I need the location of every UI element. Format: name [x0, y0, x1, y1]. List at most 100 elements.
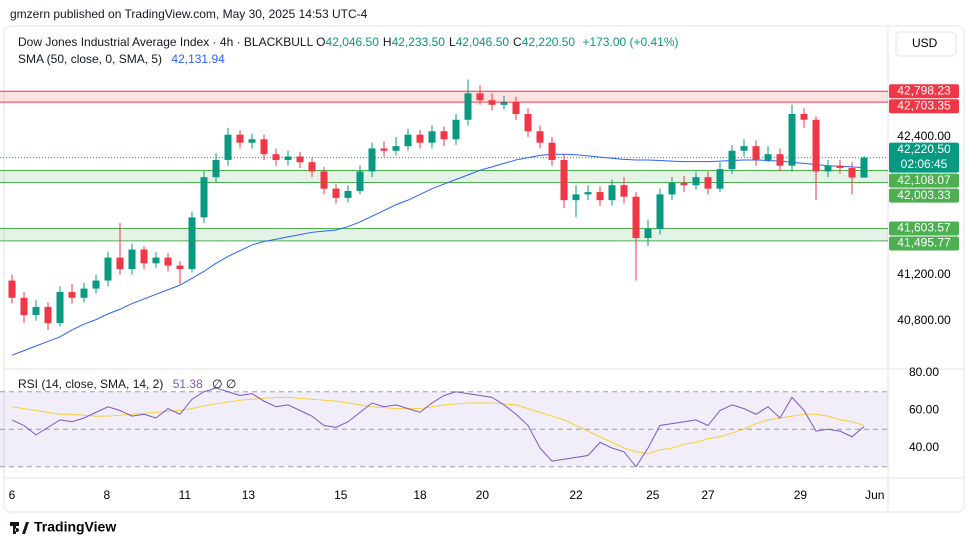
ohlc-key: H: [382, 35, 392, 49]
ohlc-key: O: [316, 35, 326, 49]
candle-body: [584, 192, 592, 195]
x-tick-label: 15: [334, 488, 348, 502]
rsi-value: 51.38: [172, 377, 203, 391]
sma-name: SMA (50, close, 0, SMA, 5): [18, 52, 163, 66]
symbol: Dow Jones Industrial Average Index · 4h …: [18, 35, 313, 49]
candle-body: [488, 100, 496, 105]
candle-body: [572, 194, 580, 201]
candle-body: [788, 114, 796, 166]
zone: [0, 228, 888, 241]
ohlc-key: L: [448, 35, 456, 49]
candle-body: [452, 119, 460, 140]
candle-body: [404, 134, 412, 147]
candle-body: [548, 142, 556, 160]
candle-body: [632, 196, 640, 239]
x-tick-label: 20: [476, 488, 490, 502]
candle-body: [524, 114, 532, 132]
candle-body: [212, 159, 220, 178]
candle-body: [344, 190, 352, 198]
candle-body: [716, 169, 724, 189]
price-label-box: [889, 99, 959, 114]
candle-body: [44, 306, 52, 324]
candle-body: [464, 93, 472, 120]
price-label-box: [889, 236, 959, 251]
currency[interactable]: USD: [912, 36, 938, 50]
x-tick-label: 18: [413, 488, 427, 502]
candle-body: [152, 257, 160, 264]
candle-body: [812, 119, 820, 172]
candle-body: [368, 148, 376, 172]
candle-body: [416, 134, 424, 143]
sma-line: [11, 153, 865, 356]
sma-legend: SMA (50, close, 0, SMA, 5) 42,131.94: [18, 52, 225, 66]
brand: TradingView: [34, 519, 116, 535]
rsi-line: [11, 396, 865, 455]
candle-body: [500, 102, 508, 105]
price-label: 41,495.77: [897, 236, 951, 250]
candle-body: [704, 177, 712, 189]
currency-button[interactable]: [895, 31, 957, 57]
ohlc-value: 42,046.50: [455, 35, 510, 49]
candle-body: [428, 131, 436, 143]
ohlc-value: 42,046.50: [325, 35, 379, 49]
price-label: 02:06:45: [901, 157, 948, 171]
candle-body: [332, 188, 340, 198]
y-tick-label: 42,400.00: [897, 129, 951, 143]
candle-body: [728, 150, 736, 170]
candle-body: [824, 165, 832, 172]
zone: [0, 170, 888, 183]
candle-body: [644, 228, 652, 239]
candle-body: [224, 134, 232, 160]
price-label: 42,108.07: [897, 173, 951, 187]
y-tick-label: 80.00: [909, 365, 939, 379]
x-tick-label: 11: [179, 488, 192, 502]
change: +173.00 (+0.41%): [582, 35, 679, 49]
candle-body: [104, 257, 112, 281]
published: gmzern published on TradingView.com, May…: [10, 7, 368, 21]
x-tick-label: 13: [242, 488, 256, 502]
candle-body: [740, 146, 748, 151]
candle-body: [392, 146, 400, 151]
zone: [0, 91, 888, 103]
candle-body: [536, 131, 544, 143]
candle-body: [836, 165, 844, 168]
candle-body: [440, 131, 448, 140]
price-label-box: [889, 173, 959, 188]
candle-body: [380, 148, 388, 151]
price-label-box: [889, 188, 959, 203]
candle-body: [692, 177, 700, 186]
x-tick-label: 8: [103, 488, 110, 502]
ohlc: O42,046.50 H42,233.50 L42,046.50 C42,220.50: [316, 35, 579, 49]
x-tick-label: 27: [701, 488, 715, 502]
sma-value: 42,131.94: [171, 52, 225, 66]
candle-body: [164, 257, 172, 266]
candle-body: [668, 182, 676, 195]
x-tick-label: 22: [569, 488, 583, 502]
candle-body: [176, 265, 184, 270]
x-tick-label: 25: [646, 488, 660, 502]
price-label: 42,798.23: [897, 83, 951, 97]
candle-body: [860, 157, 868, 178]
candle-body: [140, 249, 148, 264]
ohlc-value: 42,233.50: [391, 35, 445, 49]
candle-body: [320, 171, 328, 189]
price-label: 42,220.50: [897, 142, 951, 156]
candle-body: [356, 171, 364, 191]
ohlc-key: C: [513, 35, 522, 49]
price-label-box: [889, 221, 959, 236]
price-label-box: [889, 142, 959, 173]
candle-body: [296, 156, 304, 163]
candle-body: [248, 139, 256, 143]
candle-body: [92, 280, 100, 289]
candle-body: [68, 292, 76, 298]
rsi-line: [11, 387, 865, 468]
candle-body: [656, 194, 664, 229]
price-label-box: [889, 84, 959, 99]
candle-body: [308, 162, 316, 172]
x-tick-label: Jun: [865, 488, 884, 502]
candle-body: [56, 292, 64, 324]
y-tick-label: 41,200.00: [897, 267, 951, 281]
rsi-note: ∅ ∅: [212, 377, 237, 391]
candle-body: [848, 167, 856, 178]
